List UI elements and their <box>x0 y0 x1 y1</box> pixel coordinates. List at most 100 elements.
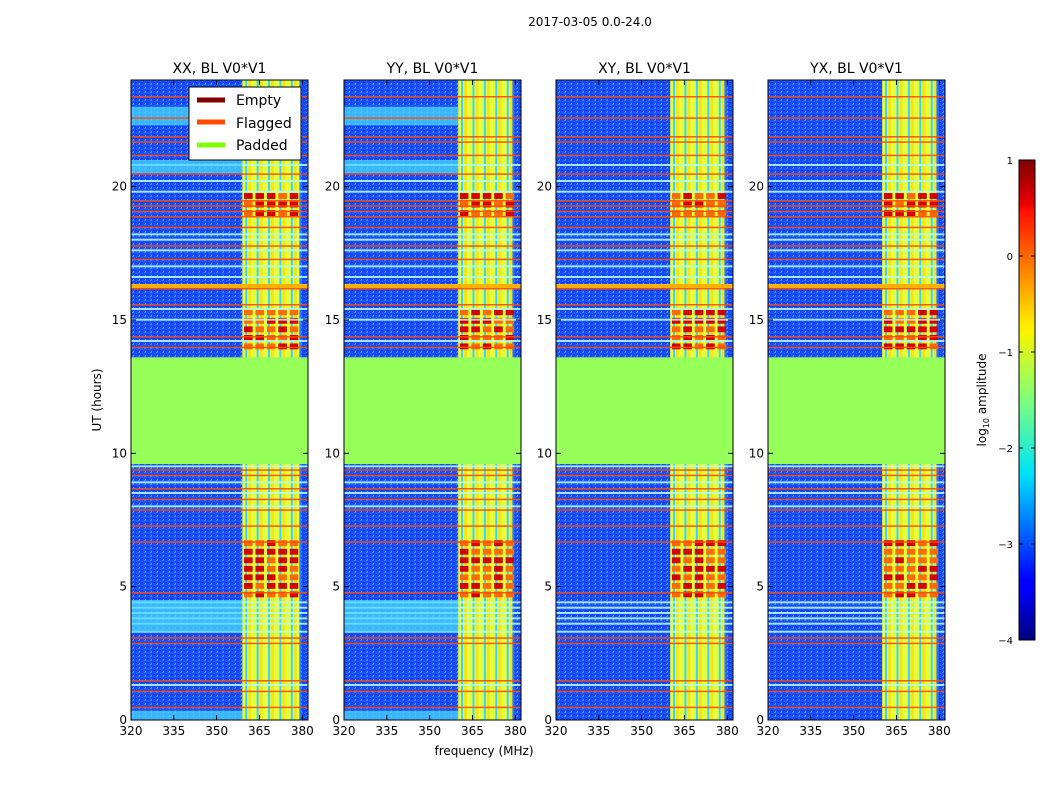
hot-cell <box>717 309 727 316</box>
hot-cell <box>906 582 916 589</box>
panel-title: XX, BL V0*V1 <box>173 61 267 77</box>
hot-cell <box>505 317 515 324</box>
hot-cell <box>244 334 253 341</box>
flagged-row <box>556 136 733 138</box>
x-tick-label: 380 <box>291 724 314 738</box>
hot-cell <box>266 591 276 598</box>
flagged-row <box>131 258 308 261</box>
y-tick-label: 10 <box>112 446 127 460</box>
x-tick-label: 380 <box>504 724 527 738</box>
hot-cell <box>255 326 265 333</box>
hot-cell <box>918 582 927 589</box>
hot-cell <box>505 548 515 555</box>
flagged-row <box>768 304 945 306</box>
pale-row <box>556 265 733 268</box>
flagged-row <box>556 117 733 119</box>
hot-cell <box>717 334 727 341</box>
hot-cell <box>906 565 916 572</box>
hot-cell <box>929 193 939 199</box>
hot-cell <box>895 210 904 216</box>
pale-row <box>768 238 945 241</box>
hot-cell <box>459 201 469 208</box>
padded-region <box>556 357 733 464</box>
flagged-row <box>344 336 521 338</box>
flagged-row <box>768 200 945 202</box>
hot-cell <box>683 582 692 589</box>
hot-cell <box>494 309 503 316</box>
flagged-row <box>556 346 733 349</box>
pale-row <box>131 492 308 494</box>
x-tick-label: 350 <box>418 724 441 738</box>
hot-cell <box>289 201 299 208</box>
padded-region <box>768 357 945 464</box>
hot-cell <box>244 326 253 333</box>
y-tick-label: 5 <box>756 580 764 594</box>
hot-cell <box>694 210 704 216</box>
pale-row <box>556 164 733 166</box>
hot-cell <box>278 210 287 216</box>
hot-cell <box>482 193 492 199</box>
pale-row <box>556 622 733 625</box>
hot-cell <box>255 540 265 547</box>
hot-cell <box>706 548 715 555</box>
hot-cell <box>706 193 715 199</box>
y-tick-label: 15 <box>112 313 127 327</box>
pale-row <box>768 505 945 508</box>
hot-cell <box>895 548 904 555</box>
flagged-row <box>344 346 521 349</box>
flagged-row <box>768 216 945 218</box>
flagged-row <box>556 216 733 218</box>
hot-cell <box>494 582 503 589</box>
hot-cell <box>906 557 916 564</box>
pale-row <box>344 505 521 508</box>
hot-cell <box>895 591 904 598</box>
hot-cell <box>929 317 939 324</box>
pale-row <box>131 265 308 268</box>
hot-cell <box>929 343 939 350</box>
hot-cell <box>278 540 287 547</box>
panel-1: XX, BL V0*V1 320 335 350 365 380 0 5 10 15 20 <box>112 61 314 738</box>
y-tick-label: 10 <box>749 446 764 460</box>
y-tick-label: 0 <box>332 713 340 727</box>
y-tick-label: 15 <box>537 313 552 327</box>
hot-cell <box>883 210 893 216</box>
hot-cell <box>482 210 492 216</box>
pale-row <box>768 318 945 321</box>
pale-row <box>131 238 308 241</box>
hot-cell <box>895 201 904 208</box>
flagged-row <box>768 498 945 501</box>
hot-cell <box>505 557 515 564</box>
hot-cell <box>706 540 715 547</box>
pale-row <box>556 340 733 342</box>
hot-cell <box>929 565 939 572</box>
hot-cell <box>706 557 715 564</box>
flagged-row <box>768 541 945 543</box>
flagged-row <box>768 226 945 229</box>
hot-cell <box>683 210 692 216</box>
hot-cell <box>289 557 299 564</box>
hot-cell <box>717 326 727 333</box>
flagged-row <box>556 336 733 338</box>
hot-cell <box>278 317 287 324</box>
hot-cell <box>906 193 916 199</box>
hot-cell <box>671 565 681 572</box>
hot-cell <box>671 591 681 598</box>
hot-cell <box>906 326 916 333</box>
pale-row <box>768 308 945 310</box>
axes-frame <box>130 79 309 721</box>
hot-cell <box>918 326 927 333</box>
x-tick-label: 320 <box>333 724 356 738</box>
cyan-block <box>131 160 243 174</box>
panel-3: XY, BL V0*V1 320 335 350 365 380 0 5 10 15 20 <box>537 61 739 738</box>
hot-cell <box>717 591 727 598</box>
hot-cell <box>895 557 904 564</box>
hot-cell <box>278 201 287 208</box>
hot-cell <box>289 193 299 199</box>
hot-cell <box>683 565 692 572</box>
cyan-block <box>131 710 243 720</box>
pale-row <box>556 684 733 686</box>
hot-cell <box>671 326 681 333</box>
pale-row <box>131 233 308 236</box>
flagged-row <box>344 680 521 682</box>
y-tick-label: 0 <box>544 713 552 727</box>
